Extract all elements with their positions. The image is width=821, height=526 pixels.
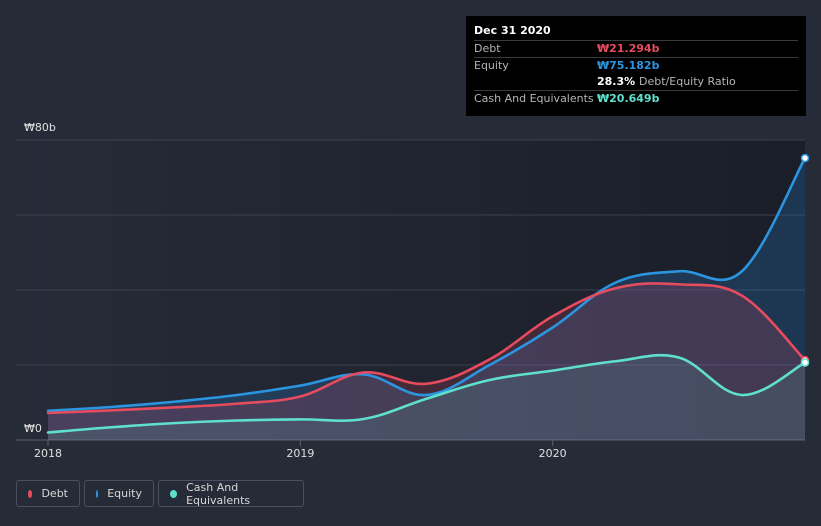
tooltip-equity-label: Equity [474,59,509,72]
tooltip-debt-row: Debt ₩21.294b [474,40,798,57]
x-tick-label: 2020 [539,447,567,460]
legend-equity-dot [96,489,99,498]
tooltip-debt-value: ₩21.294b [597,42,660,55]
y-tick-label: ₩0 [24,422,42,435]
debt-line [46,282,807,415]
debt-area [48,283,805,440]
tooltip-cash-row: Cash And Equivalents ₩20.649b [474,90,798,107]
legend-item-cash[interactable]: Cash And Equivalents [158,480,304,507]
tooltip-date: Dec 31 2020 [474,24,551,37]
cash-line [46,353,807,434]
tooltip-ratio-label: Debt/Equity Ratio [639,75,736,88]
tooltip-equity-row: Equity ₩75.182b [474,57,798,74]
x-tick-label: 2018 [34,447,62,460]
tooltip-ratio: 28.3% Debt/Equity Ratio [597,74,736,90]
cash-end-marker [800,358,810,367]
legend-equity-label: Equity [107,487,142,500]
x-tick-label: 2019 [286,447,314,460]
tooltip-cash-label: Cash And Equivalents [474,92,594,105]
tooltip-cash-value: ₩20.649b [597,92,660,105]
data-tooltip: Dec 31 2020 Debt ₩21.294b Equity ₩75.182… [466,16,806,116]
tooltip-equity-value: ₩75.182b [597,59,660,72]
tooltip-ratio-row: 28.3% Debt/Equity Ratio [474,74,798,90]
equity-line [46,156,807,413]
legend-cash-label: Cash And Equivalents [186,480,251,507]
legend-debt-dot [28,489,33,498]
legend-item-debt[interactable]: Debt [16,480,80,507]
equity-area [48,158,805,440]
equity-end-marker [800,153,810,163]
cash-area [48,355,805,440]
legend-cash-dot [170,489,178,498]
tooltip-debt-label: Debt [474,42,501,55]
tooltip-ratio-value: 28.3% [597,75,636,88]
legend-debt-label: Debt [41,487,68,500]
y-tick-label: ₩80b [24,121,56,134]
legend-item-equity[interactable]: Equity [84,480,154,507]
